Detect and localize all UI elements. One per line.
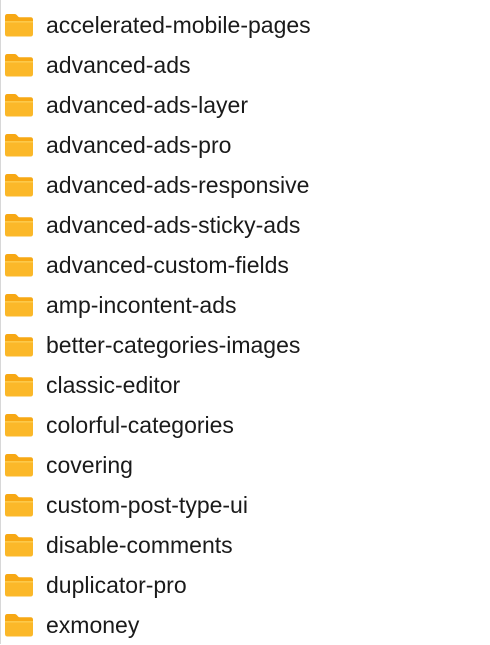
folder-row[interactable]: accelerated-mobile-pages	[0, 5, 489, 45]
folder-row[interactable]: advanced-ads	[0, 45, 489, 85]
folder-row[interactable]: classic-editor	[0, 365, 489, 405]
folder-name: advanced-ads-layer	[46, 92, 249, 118]
folder-row[interactable]: advanced-ads-sticky-ads	[0, 205, 489, 245]
folder-icon	[4, 93, 34, 117]
folder-icon	[4, 53, 34, 77]
window-left-border	[0, 0, 1, 644]
folder-icon	[4, 253, 34, 277]
folder-name: custom-post-type-ui	[46, 492, 248, 518]
folder-name: advanced-ads	[46, 52, 191, 78]
folder-icon	[4, 453, 34, 477]
folder-icon	[4, 133, 34, 157]
folder-icon	[4, 213, 34, 237]
folder-name: amp-incontent-ads	[46, 292, 237, 318]
folder-row[interactable]: custom-post-type-ui	[0, 485, 489, 525]
folder-row[interactable]: advanced-ads-layer	[0, 85, 489, 125]
folder-row[interactable]: duplicator-pro	[0, 565, 489, 605]
folder-icon	[4, 13, 34, 37]
folder-name: covering	[46, 452, 133, 478]
folder-row[interactable]: advanced-custom-fields	[0, 245, 489, 285]
folder-name: advanced-custom-fields	[46, 252, 289, 278]
folder-name: advanced-ads-sticky-ads	[46, 212, 301, 238]
folder-row[interactable]: colorful-categories	[0, 405, 489, 445]
folder-name: advanced-ads-responsive	[46, 172, 310, 198]
folder-name: colorful-categories	[46, 412, 234, 438]
folder-row[interactable]: covering	[0, 445, 489, 485]
folder-name: disable-comments	[46, 532, 233, 558]
folder-row[interactable]: disable-comments	[0, 525, 489, 565]
folder-row[interactable]: amp-incontent-ads	[0, 285, 489, 325]
folder-icon	[4, 613, 34, 637]
folder-row[interactable]: advanced-ads-responsive	[0, 165, 489, 205]
folder-icon	[4, 493, 34, 517]
folder-row[interactable]: better-categories-images	[0, 325, 489, 365]
folder-icon	[4, 573, 34, 597]
folder-icon	[4, 333, 34, 357]
folder-name: accelerated-mobile-pages	[46, 12, 311, 38]
folder-row[interactable]: exmoney	[0, 605, 489, 645]
folder-row[interactable]: advanced-ads-pro	[0, 125, 489, 165]
folder-name: duplicator-pro	[46, 572, 187, 598]
folder-name: advanced-ads-pro	[46, 132, 232, 158]
folder-icon	[4, 413, 34, 437]
folder-icon	[4, 533, 34, 557]
folder-name: classic-editor	[46, 372, 181, 398]
folder-name: better-categories-images	[46, 332, 301, 358]
folder-list: accelerated-mobile-pages advanced-ads adva…	[0, 5, 489, 645]
folder-icon	[4, 373, 34, 397]
folder-icon	[4, 173, 34, 197]
folder-icon	[4, 293, 34, 317]
folder-name: exmoney	[46, 612, 140, 638]
